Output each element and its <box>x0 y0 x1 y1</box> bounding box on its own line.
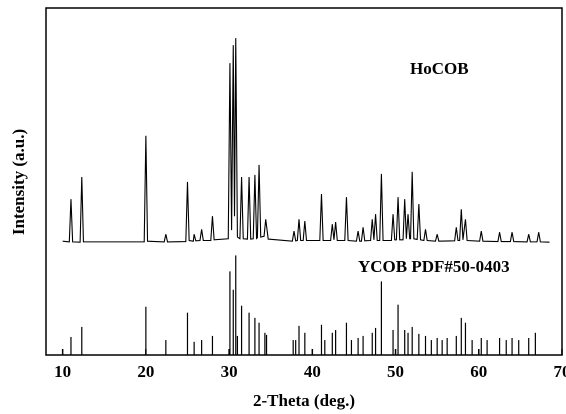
x-tick-label: 20 <box>137 362 154 381</box>
x-axis-title: 2-Theta (deg.) <box>253 391 355 410</box>
plot-frame <box>45 7 563 356</box>
x-tick-label: 30 <box>221 362 238 381</box>
x-tick-label: 10 <box>54 362 71 381</box>
pattern-line <box>62 38 550 243</box>
series-label: YCOB PDF#50-0403 <box>358 257 510 276</box>
x-tick-label: 50 <box>387 362 404 381</box>
x-tick-label: 70 <box>554 362 566 381</box>
x-tick-label: 60 <box>470 362 487 381</box>
series-label: HoCOB <box>410 59 469 78</box>
y-axis-title: Intensity (a.u.) <box>9 129 28 235</box>
x-tick-label: 40 <box>304 362 321 381</box>
